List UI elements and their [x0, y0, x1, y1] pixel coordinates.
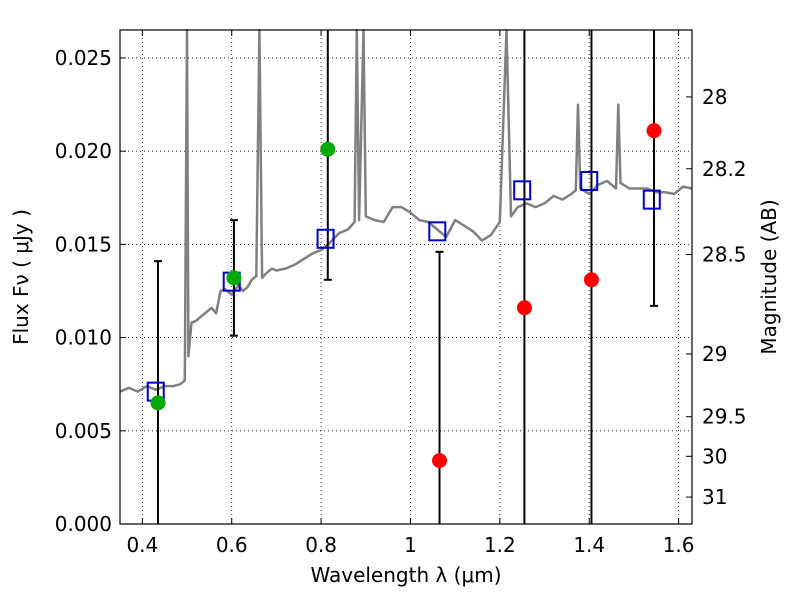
right-axis-label: Magnitude (AB)	[757, 199, 781, 354]
data-point-marker	[320, 141, 336, 157]
data-point-marker	[150, 395, 166, 411]
data-point-marker	[226, 270, 242, 286]
data-point-marker	[583, 272, 599, 288]
right-tick-label: 30	[702, 444, 727, 468]
right-tick-label: 29	[702, 342, 727, 366]
right-tick-label: 29.5	[702, 405, 747, 429]
axis-ticks: 0.4 0.6 0.8 1 1.2 1.4 1.6 0.000 0.005 0.010 0.015 0…	[55, 30, 747, 557]
x-tick-label: 1.4	[573, 533, 605, 557]
plot-frame	[119, 29, 693, 525]
model-square-marker	[428, 221, 447, 242]
y-tick-label: 0.000	[55, 512, 112, 536]
spectrum-series	[119, 28, 693, 393]
grid-lines	[120, 30, 692, 524]
model-square-marker	[642, 189, 661, 210]
right-tick-label: 28	[702, 85, 727, 109]
right-tick-label: 28.5	[702, 243, 747, 267]
model-square-marker	[580, 170, 599, 191]
y-tick-label: 0.005	[55, 419, 112, 443]
x-tick-label: 0.6	[216, 533, 248, 557]
x-axis-label: Wavelength λ (μm)	[310, 563, 501, 587]
y-tick-label: 0.025	[55, 46, 112, 70]
data-point-marker	[646, 123, 662, 139]
data-markers	[146, 123, 662, 469]
right-tick-label: 28.2	[702, 157, 747, 181]
data-point-marker	[516, 300, 532, 316]
x-tick-label: 0.4	[126, 533, 158, 557]
x-tick-label: 1.6	[663, 533, 695, 557]
y-tick-label: 0.015	[55, 232, 112, 256]
model-square-marker	[316, 228, 335, 249]
x-tick-label: 0.8	[305, 533, 337, 557]
y-tick-label: 0.010	[55, 326, 112, 350]
data-point-marker	[432, 453, 448, 469]
y-axis-label: Flux Fν ( μJy )	[9, 209, 33, 345]
y-tick-label: 0.020	[55, 139, 112, 163]
spectrum-line	[119, 28, 693, 393]
right-tick-label: 31	[702, 485, 727, 509]
x-tick-label: 1	[404, 533, 417, 557]
model-square-marker	[513, 180, 532, 201]
x-tick-label: 1.2	[484, 533, 516, 557]
